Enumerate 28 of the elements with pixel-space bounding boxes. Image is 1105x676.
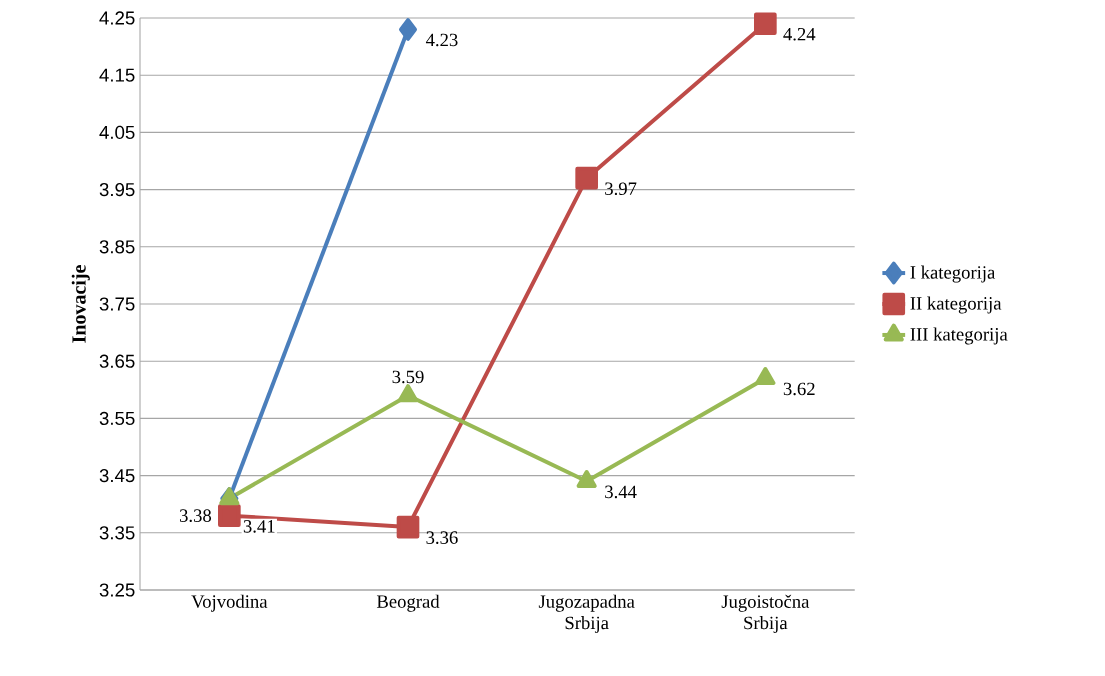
data-label: 3.59 — [392, 370, 424, 384]
legend-label: II kategorija — [910, 296, 1002, 314]
y-tick-label: 3.45 — [99, 468, 135, 483]
legend-label: III kategorija — [910, 327, 1008, 345]
x-tick-label: Vojvodina — [191, 594, 268, 612]
x-tick-label: Beograd — [376, 594, 440, 612]
x-tick-label: Jugozapadna Srbija — [538, 594, 635, 633]
data-label: 3.44 — [605, 485, 637, 499]
y-tick-label: 3.65 — [99, 354, 135, 368]
data-label: 3.97 — [605, 182, 637, 196]
data-label: 3.62 — [783, 382, 815, 396]
y-axis-title: Inovacije — [71, 265, 90, 343]
data-label: 4.23 — [425, 33, 458, 47]
data-label: 3.41 — [243, 520, 275, 533]
y-tick-label: 4.05 — [99, 125, 135, 140]
y-tick-label: 3.95 — [99, 182, 135, 197]
data-label: 4.24 — [783, 27, 816, 41]
y-tick-label: 3.55 — [99, 411, 135, 426]
y-tick-label: 4.25 — [99, 11, 135, 25]
y-tick-label: 3.75 — [99, 297, 135, 311]
x-tick-label: Jugoistočna Srbija — [721, 594, 810, 633]
data-label: 3.38 — [179, 509, 212, 522]
y-tick-label: 3.85 — [99, 240, 135, 254]
data-label: 3.36 — [426, 531, 458, 544]
y-tick-label: 4.15 — [99, 68, 135, 82]
y-tick-label: 3.35 — [99, 526, 135, 540]
legend-label: I kategorija — [910, 265, 996, 283]
y-tick-label: 3.25 — [99, 583, 135, 597]
